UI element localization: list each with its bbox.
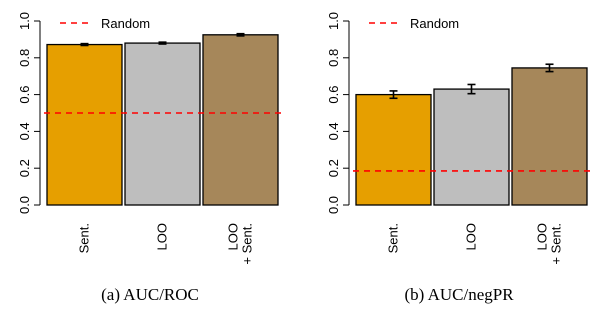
legend-label: Random [101,16,150,31]
y-tick-label: 1.0 [17,12,32,30]
bar [433,88,510,206]
y-tick-label: 0.2 [326,159,341,177]
bar [202,34,279,206]
y-tick-label: 0.8 [326,49,341,67]
y-tick-label: 0.2 [17,159,32,177]
bar [355,93,432,206]
y-tick-label: 0.4 [326,122,341,140]
x-tick-label: LOO [464,223,479,250]
bar [46,43,123,206]
x-tick-label: Sent. [386,223,401,253]
legend-label: Random [410,16,459,31]
panel-caption: (b) AUC/negPR [404,285,514,304]
y-tick-label: 0.6 [17,86,32,104]
x-tick-label: LOO [535,223,550,250]
y-tick-label: 1.0 [326,12,341,30]
bar [511,67,588,206]
y-tick-label: 0.0 [17,196,32,214]
bar [124,42,201,206]
x-tick-label: + Sent. [240,223,255,265]
x-tick-label: LOO [226,223,241,250]
x-tick-label: LOO [155,223,170,250]
y-tick-label: 0.4 [17,122,32,140]
x-tick-label: Sent. [77,223,92,253]
y-tick-label: 0.6 [326,86,341,104]
y-tick-label: 0.0 [326,196,341,214]
x-tick-label: + Sent. [549,223,564,265]
y-tick-label: 0.8 [17,49,32,67]
panel-caption: (a) AUC/ROC [101,285,199,304]
